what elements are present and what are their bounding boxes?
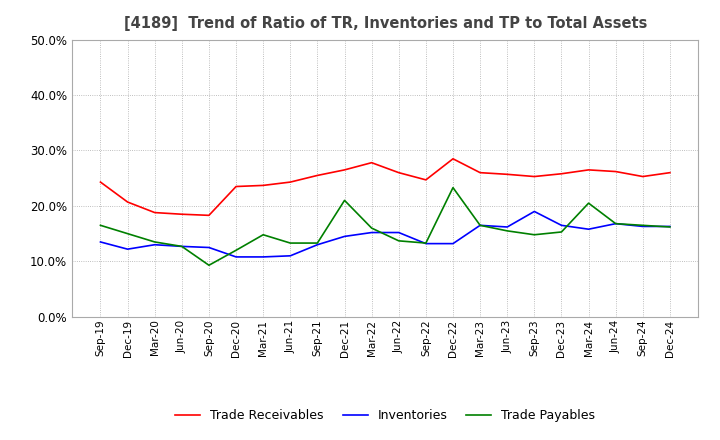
Trade Receivables [421,177,430,183]
Trade Payables [150,239,159,245]
Inventories [665,224,674,229]
Inventories [530,209,539,214]
Trade Receivables [204,213,213,218]
Inventories [449,241,457,246]
Trade Payables [259,232,268,238]
Title: [4189]  Trend of Ratio of TR, Inventories and TP to Total Assets: [4189] Trend of Ratio of TR, Inventories… [124,16,647,32]
Inventories [367,230,376,235]
Trade Payables [367,225,376,231]
Inventories [178,244,186,249]
Inventories [476,223,485,228]
Inventories [639,224,647,229]
Trade Receivables [476,170,485,175]
Trade Receivables [665,170,674,175]
Trade Payables [96,223,105,228]
Trade Receivables [178,212,186,217]
Trade Payables [123,231,132,236]
Inventories [611,221,620,226]
Trade Payables [503,228,511,234]
Trade Payables [204,263,213,268]
Trade Payables [530,232,539,238]
Trade Receivables [313,173,322,178]
Inventories [123,246,132,252]
Trade Payables [584,201,593,206]
Trade Receivables [232,184,240,189]
Line: Inventories: Inventories [101,212,670,257]
Trade Receivables [341,167,349,172]
Inventories [503,224,511,230]
Trade Payables [341,198,349,203]
Trade Payables [421,240,430,246]
Trade Receivables [150,210,159,215]
Line: Trade Payables: Trade Payables [101,187,670,265]
Inventories [584,227,593,232]
Trade Receivables [611,169,620,174]
Trade Payables [449,185,457,190]
Trade Receivables [584,167,593,172]
Trade Receivables [395,170,403,175]
Trade Payables [395,238,403,243]
Trade Receivables [367,160,376,165]
Trade Payables [611,221,620,226]
Trade Payables [313,240,322,246]
Trade Payables [476,223,485,228]
Trade Receivables [286,180,294,185]
Trade Receivables [123,199,132,205]
Inventories [96,239,105,245]
Trade Receivables [449,156,457,161]
Trade Payables [557,229,566,235]
Inventories [313,242,322,247]
Inventories [286,253,294,258]
Trade Payables [286,240,294,246]
Trade Payables [232,248,240,253]
Trade Payables [178,244,186,249]
Trade Payables [639,223,647,228]
Inventories [421,241,430,246]
Trade Receivables [96,180,105,185]
Trade Receivables [530,174,539,179]
Trade Payables [665,224,674,230]
Inventories [557,223,566,228]
Trade Receivables [639,174,647,179]
Trade Receivables [503,172,511,177]
Inventories [341,234,349,239]
Inventories [150,242,159,247]
Inventories [395,230,403,235]
Inventories [259,254,268,260]
Inventories [204,245,213,250]
Trade Receivables [557,171,566,176]
Legend: Trade Receivables, Inventories, Trade Payables: Trade Receivables, Inventories, Trade Pa… [170,404,600,427]
Inventories [232,254,240,260]
Line: Trade Receivables: Trade Receivables [101,159,670,215]
Trade Receivables [259,183,268,188]
